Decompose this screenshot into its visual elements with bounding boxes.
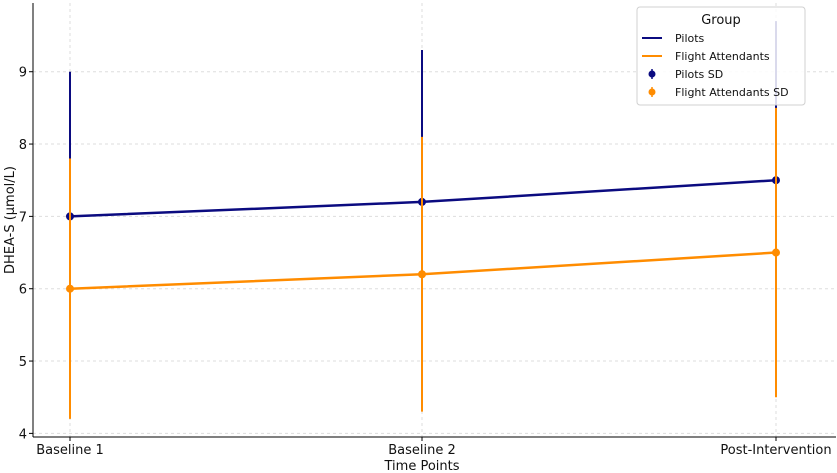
legend-label: Flight Attendants: [675, 50, 770, 63]
y-tick-labels: 4 5 6 7 8 9: [19, 66, 33, 442]
x-tick-label: Baseline 1: [36, 443, 104, 458]
legend-title: Group: [701, 13, 741, 28]
legend-entry: Pilots: [642, 32, 705, 45]
legend-label: Pilots SD: [675, 68, 723, 81]
legend-label: Pilots: [675, 32, 705, 45]
legend-entry: Flight Attendants: [642, 50, 770, 63]
legend-label: Flight Attendants SD: [675, 86, 789, 99]
x-tick-label: Post-Intervention: [720, 443, 831, 458]
x-tick-labels: Baseline 1 Baseline 2 Post-Intervention: [36, 437, 832, 458]
y-tick-label: 4: [19, 427, 27, 442]
legend: Group Pilots Flight Attendants Pilots SD Fl…: [636, 6, 806, 106]
series-flight-attendants: [66, 107, 780, 419]
legend-items: Pilots Flight Attendants Pilots SD Flight A…: [642, 32, 789, 99]
legend-entry: Flight Attendants SD: [648, 86, 789, 99]
x-axis-title: Time Points: [384, 459, 460, 473]
data-point: [772, 248, 780, 257]
legend-box: [636, 6, 806, 106]
data-point: [66, 284, 74, 293]
y-tick-label: 8: [19, 138, 27, 153]
legend-point-swatch: [648, 88, 656, 96]
x-tick-label: Baseline 2: [388, 443, 456, 458]
data-point: [418, 270, 426, 279]
legend-entry: Pilots SD: [648, 68, 723, 81]
y-tick-label: 9: [19, 66, 27, 81]
y-axis-title: DHEA-S (μmol/L): [3, 166, 18, 274]
y-tick-label: 6: [19, 283, 27, 298]
axes-layer: [32, 3, 836, 438]
legend-point-swatch: [648, 70, 656, 78]
y-tick-label: 7: [19, 210, 27, 225]
y-tick-label: 5: [19, 355, 27, 370]
